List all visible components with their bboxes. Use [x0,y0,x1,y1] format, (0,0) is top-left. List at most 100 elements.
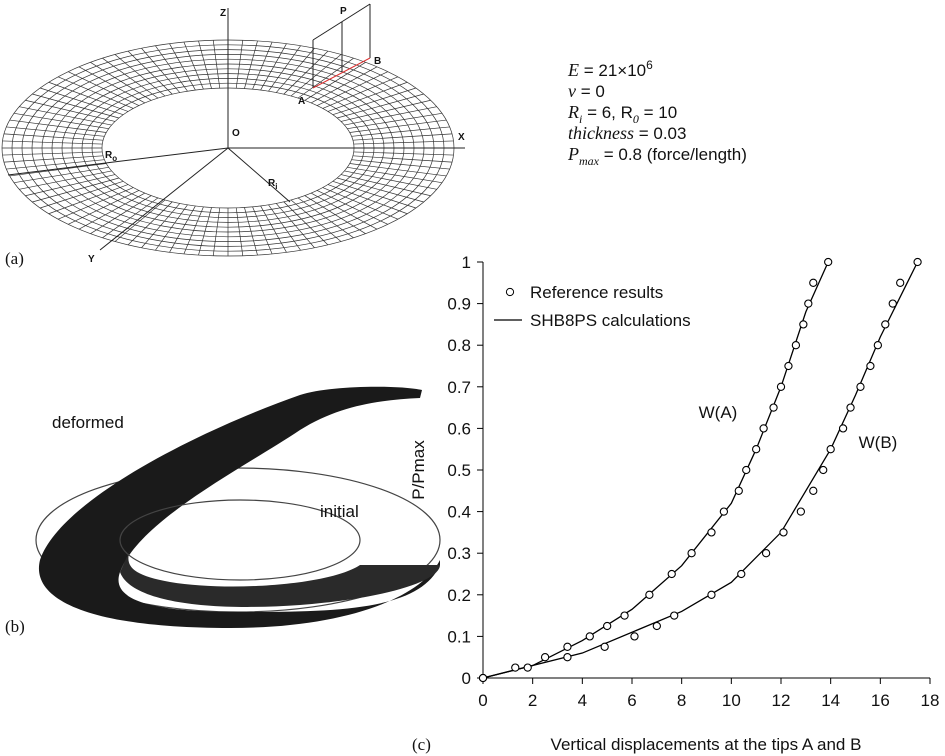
parameter-part: = 6, R [582,103,633,122]
parameter-part: = 10 [639,103,677,122]
parameter-part: 6 [646,58,653,72]
x-axis-label: Vertical displacements at the tips A and… [551,735,862,754]
reference-marker [897,279,904,286]
reference-marker [479,674,486,681]
y-tick-label: 0.3 [447,544,471,563]
reference-marker [780,529,787,536]
x-tick-label: 16 [871,691,890,710]
reference-marker [839,425,846,432]
mesh-radial [90,196,151,234]
mesh-radial [155,46,187,91]
parameter-part: R [567,102,579,122]
label-z: Z [220,8,226,19]
legend-label: Reference results [530,283,663,302]
parameter-part: = 0 [576,82,605,101]
reference-marker [889,300,896,307]
reference-marker [564,643,571,650]
reference-marker [874,342,881,349]
y-tick-label: 0.8 [447,336,471,355]
mesh-radial [269,46,301,91]
reference-marker [825,258,832,265]
y-tick-label: 0.7 [447,378,471,397]
mesh-radial [328,82,407,111]
y-axis [100,148,228,250]
label-y: Y [88,254,95,265]
reference-marker [708,529,715,536]
reference-marker [785,362,792,369]
label-initial: initial [320,502,359,521]
mesh-radial [328,185,407,214]
x-tick-label: 18 [921,691,940,710]
parameter: thickness = 0.03 [568,123,686,143]
panel-caption: (a) [5,249,24,268]
reference-marker [688,550,695,557]
reference-marker [810,487,817,494]
label-x: X [458,132,465,143]
curve-label: W(A) [699,403,738,422]
y-tick-label: 0.6 [447,419,471,438]
reference-marker [827,446,834,453]
reference-marker [720,508,727,515]
reference-marker [753,446,760,453]
mesh-radial [305,62,366,100]
mesh-radial [305,196,366,234]
mesh-radial [128,51,172,94]
reference-marker [512,664,519,671]
mesh-radial [128,202,172,245]
x-tick-label: 12 [772,691,791,710]
reference-marker [805,300,812,307]
parameter: E = 21×106 [567,58,653,80]
mesh-radial [90,62,151,100]
parameter-part: max [579,154,600,168]
panel-caption: (c) [412,735,431,754]
panel-caption: (b) [5,617,25,636]
reference-marker [653,622,660,629]
mesh-radial [269,205,301,250]
annulus-axes [8,4,465,250]
ro-line [8,148,228,175]
reference-marker [792,342,799,349]
reference-marker [743,466,750,473]
reference-marker [770,404,777,411]
reference-marker [735,487,742,494]
x-tick-label: 4 [578,691,587,710]
reference-marker [541,654,548,661]
reference-marker [668,570,675,577]
figure: Z P B A O X Y Ro Ri (a) E = 21×106ν = 0R… [0,0,945,756]
y-axis-label: P/Pmax [409,440,428,500]
reference-marker [601,643,608,650]
legend-label: SHB8PS calculations [530,311,691,330]
reference-marker [738,570,745,577]
reference-marker [631,633,638,640]
x-tick-label: 14 [821,691,840,710]
y-tick-label: 0.1 [447,627,471,646]
x-tick-label: 10 [722,691,741,710]
reference-marker [763,550,770,557]
mesh-radial [49,82,128,111]
reference-marker [621,612,628,619]
reference-marker [708,591,715,598]
label-o: O [232,128,240,139]
reference-marker [564,654,571,661]
mesh-radial [49,185,128,214]
parameter-part: thickness [568,123,634,143]
chart: 00.10.20.30.40.50.60.70.80.9102468101214… [409,253,939,754]
reference-marker [671,612,678,619]
y-tick-label: 0.2 [447,586,471,605]
reference-marker [882,321,889,328]
reference-marker [760,425,767,432]
label-p: P [340,6,347,17]
parameter-part: = 0.8 (force/length) [599,145,747,164]
mesh-radial [284,202,328,245]
label-deformed: deformed [52,413,124,432]
parameter-part: E [567,60,579,80]
y-tick-label: 0.5 [447,461,471,480]
reference-marker [810,279,817,286]
label-ro: Ro [105,150,117,163]
reference-marker [646,591,653,598]
ri-line [228,148,290,202]
parameter-part: = 21×10 [579,61,646,80]
y-tick-label: 0 [462,669,471,688]
reference-marker [604,622,611,629]
